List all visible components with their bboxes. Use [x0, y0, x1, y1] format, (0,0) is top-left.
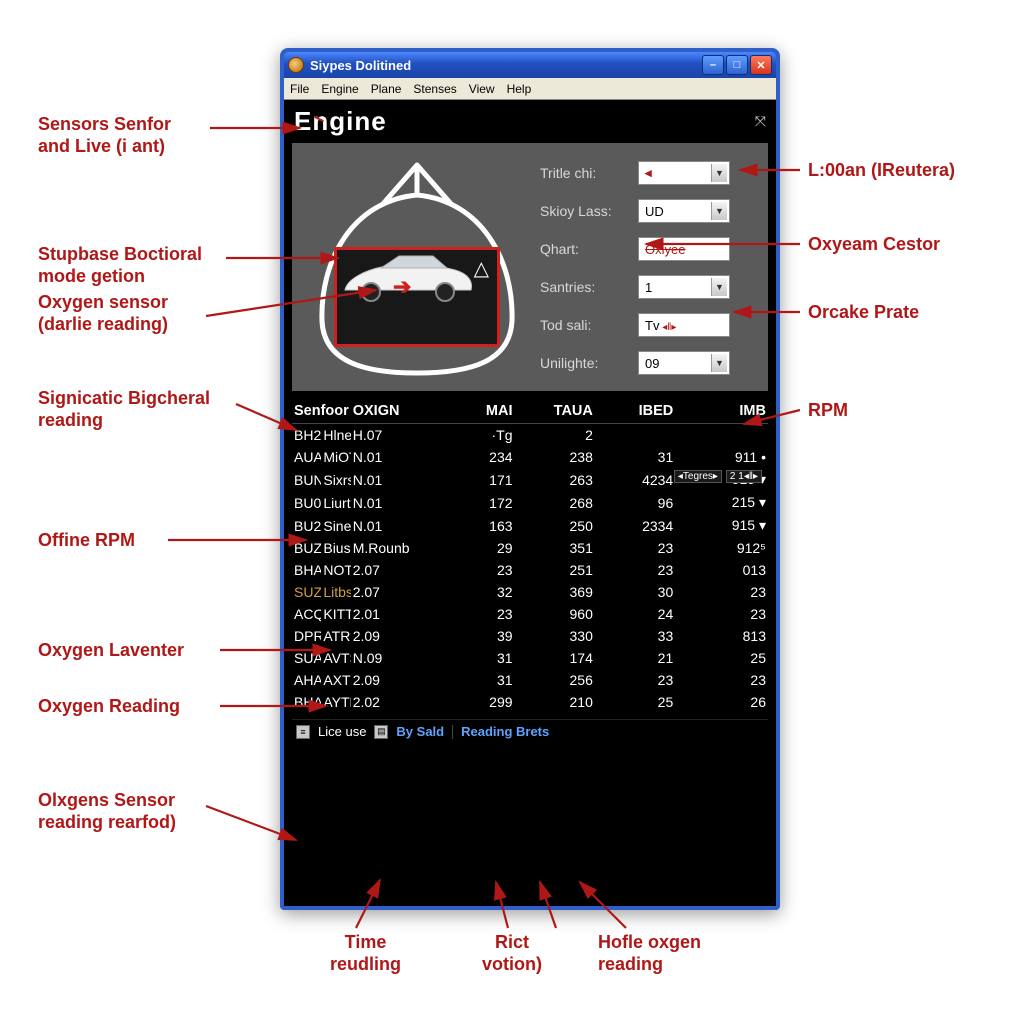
callout-time: Timereudling: [330, 932, 401, 975]
callout-signicatic: Signicatic Bigcheralreading: [38, 388, 210, 431]
callout-olxgens-sensor: Olxgens Sensorreading rearfod): [38, 790, 176, 833]
callout-rpm: RPM: [808, 400, 848, 422]
callout-oxyem: Oxyeam Cestor: [808, 234, 940, 256]
callout-stupbase: Stupbase Boctioralmode getion: [38, 244, 202, 287]
callout-rict: Rictvotion): [482, 932, 542, 975]
callout-sensors: Sensors Senforand Live (i ant): [38, 114, 171, 157]
callout-oxygen-laventer: Oxygen Laventer: [38, 640, 184, 662]
callout-orcake: Orcake Prate: [808, 302, 919, 324]
callout-hofle: Hofle oxgenreading: [598, 932, 701, 975]
callout-offine-rpm: Offine RPM: [38, 530, 135, 552]
callout-oxygen-sensor: Oxygen sensor(darlie reading): [38, 292, 168, 335]
callout-l00an: L:00an (IReutera): [808, 160, 955, 182]
callout-oxygen-reading: Oxygen Reading: [38, 696, 180, 718]
